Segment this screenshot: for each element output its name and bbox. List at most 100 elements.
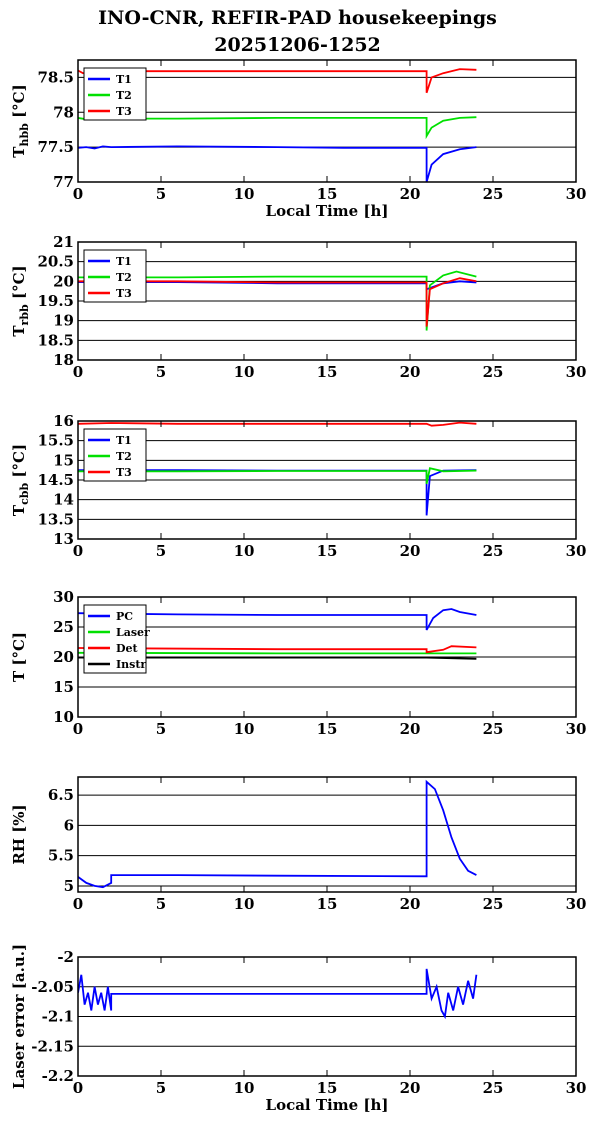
- y-tick-label: 21: [53, 233, 74, 251]
- y-axis-label: RH [%]: [10, 804, 28, 864]
- x-tick-label: 10: [234, 895, 255, 913]
- y-tick-label: 19.5: [37, 292, 74, 310]
- x-tick-label: 5: [156, 895, 166, 913]
- legend-label: T1: [116, 434, 132, 447]
- y-tick-label: 30: [53, 588, 74, 606]
- x-tick-label: 0: [73, 363, 83, 381]
- x-tick-label: 10: [234, 720, 255, 738]
- y-tick-label: 13: [53, 530, 74, 548]
- y-tick-label: 19: [53, 312, 74, 330]
- series-line-Det: [78, 645, 477, 654]
- legend-label: Laser: [116, 626, 150, 639]
- legend-label: T3: [116, 287, 132, 300]
- x-tick-label: 25: [483, 1079, 504, 1097]
- chart-panel-6: 0 5 10 15 20 25 30 -2.2 -2.15 -2.1 -2.05 -2 Laser er…: [10, 944, 586, 1114]
- x-tick-label: 25: [483, 363, 504, 381]
- y-tick-label: 5.5: [48, 847, 74, 865]
- x-tick-label: 20: [400, 185, 421, 203]
- x-tick-label: 20: [400, 1079, 421, 1097]
- x-tick-label: 30: [566, 1079, 587, 1097]
- y-tick-label: 78.5: [37, 68, 74, 86]
- y-tick-label: 77: [53, 173, 74, 191]
- x-tick-label: 0: [73, 185, 83, 203]
- x-tick-label: 20: [400, 542, 421, 560]
- chart-title: INO-CNR, REFIR-PAD housekeepings: [98, 7, 497, 29]
- x-tick-label: 25: [483, 542, 504, 560]
- series-line-PC: [78, 608, 477, 631]
- x-tick-label: 10: [234, 363, 255, 381]
- y-tick-label: 10: [53, 708, 74, 726]
- x-tick-label: 15: [317, 185, 338, 203]
- legend-label: T3: [116, 105, 132, 118]
- y-tick-label: -2.1: [42, 1008, 74, 1026]
- x-tick-label: 25: [483, 720, 504, 738]
- y-tick-label: 6.5: [48, 786, 74, 804]
- y-tick-label: -2.2: [42, 1067, 74, 1085]
- y-tick-label: 25: [53, 618, 74, 636]
- chart-panel-4: 0 5 10 15 20 25 30 10 15 20 25 30 T [°C] PC Laser Det In…: [10, 588, 586, 738]
- x-tick-label: 20: [400, 895, 421, 913]
- y-tick-label: 18: [53, 351, 74, 369]
- series-line-s1: [78, 968, 478, 1020]
- x-tick-label: 0: [73, 542, 83, 560]
- plot-frame: [77, 59, 577, 183]
- y-tick-label: -2.15: [31, 1037, 74, 1055]
- legend-label: Instr: [116, 658, 146, 671]
- series-line-Laser: [78, 651, 477, 655]
- x-tick-label: 5: [156, 542, 166, 560]
- x-tick-label: 30: [566, 720, 587, 738]
- series-line-T2: [78, 467, 477, 485]
- x-tick-label: 5: [156, 720, 166, 738]
- y-tick-label: 5: [64, 877, 74, 895]
- y-axis-label: Trbb [°C]: [10, 265, 31, 336]
- y-axis-label: T [°C]: [10, 632, 28, 682]
- x-tick-label: 0: [73, 1079, 83, 1097]
- x-tick-label: 15: [317, 363, 338, 381]
- y-tick-label: -2: [57, 948, 74, 966]
- x-tick-label: 10: [234, 542, 255, 560]
- x-tick-label: 20: [400, 720, 421, 738]
- legend-label: T1: [116, 73, 132, 86]
- x-tick-label: 5: [156, 363, 166, 381]
- y-tick-label: 13.5: [37, 510, 74, 528]
- y-axis-label: Laser error [a.u.]: [10, 944, 28, 1089]
- x-tick-label: 10: [234, 185, 255, 203]
- legend: PC Laser Det Instr: [83, 604, 150, 674]
- x-tick-label: 15: [317, 1079, 338, 1097]
- y-tick-label: 15: [53, 451, 74, 469]
- x-tick-label: 20: [400, 363, 421, 381]
- legend: T1 T2 T3: [83, 428, 147, 482]
- y-tick-label: 14: [53, 491, 74, 509]
- y-tick-label: 14.5: [37, 471, 74, 489]
- series-line-T3: [78, 421, 477, 427]
- y-tick-label: 15: [53, 678, 74, 696]
- x-axis-label: Local Time [h]: [266, 1096, 389, 1114]
- chart-subtitle: 20251206-1252: [214, 34, 381, 56]
- y-tick-label: -2.05: [31, 978, 74, 996]
- x-tick-label: 15: [317, 720, 338, 738]
- x-tick-label: 5: [156, 185, 166, 203]
- x-tick-label: 25: [483, 895, 504, 913]
- legend-label: T2: [116, 271, 132, 284]
- x-axis-label: Local Time [h]: [266, 202, 389, 220]
- x-tick-label: 15: [317, 542, 338, 560]
- legend: T1 T2 T3: [83, 249, 147, 303]
- series-line-T2: [78, 270, 477, 331]
- y-tick-label: 20.5: [37, 253, 74, 271]
- legend-label: T2: [116, 450, 132, 463]
- x-tick-label: 0: [73, 720, 83, 738]
- y-tick-label: 20: [53, 648, 74, 666]
- y-tick-label: 6: [64, 816, 74, 834]
- legend-label: T3: [116, 466, 132, 479]
- series-line-T1: [78, 145, 477, 182]
- y-tick-label: 15.5: [37, 432, 74, 450]
- legend-label: T2: [116, 89, 132, 102]
- legend: T1 T2 T3: [83, 67, 147, 121]
- y-tick-label: 77.5: [37, 138, 74, 156]
- x-tick-label: 30: [566, 542, 587, 560]
- y-axis-label: Tcbb [°C]: [10, 444, 31, 516]
- x-tick-label: 30: [566, 363, 587, 381]
